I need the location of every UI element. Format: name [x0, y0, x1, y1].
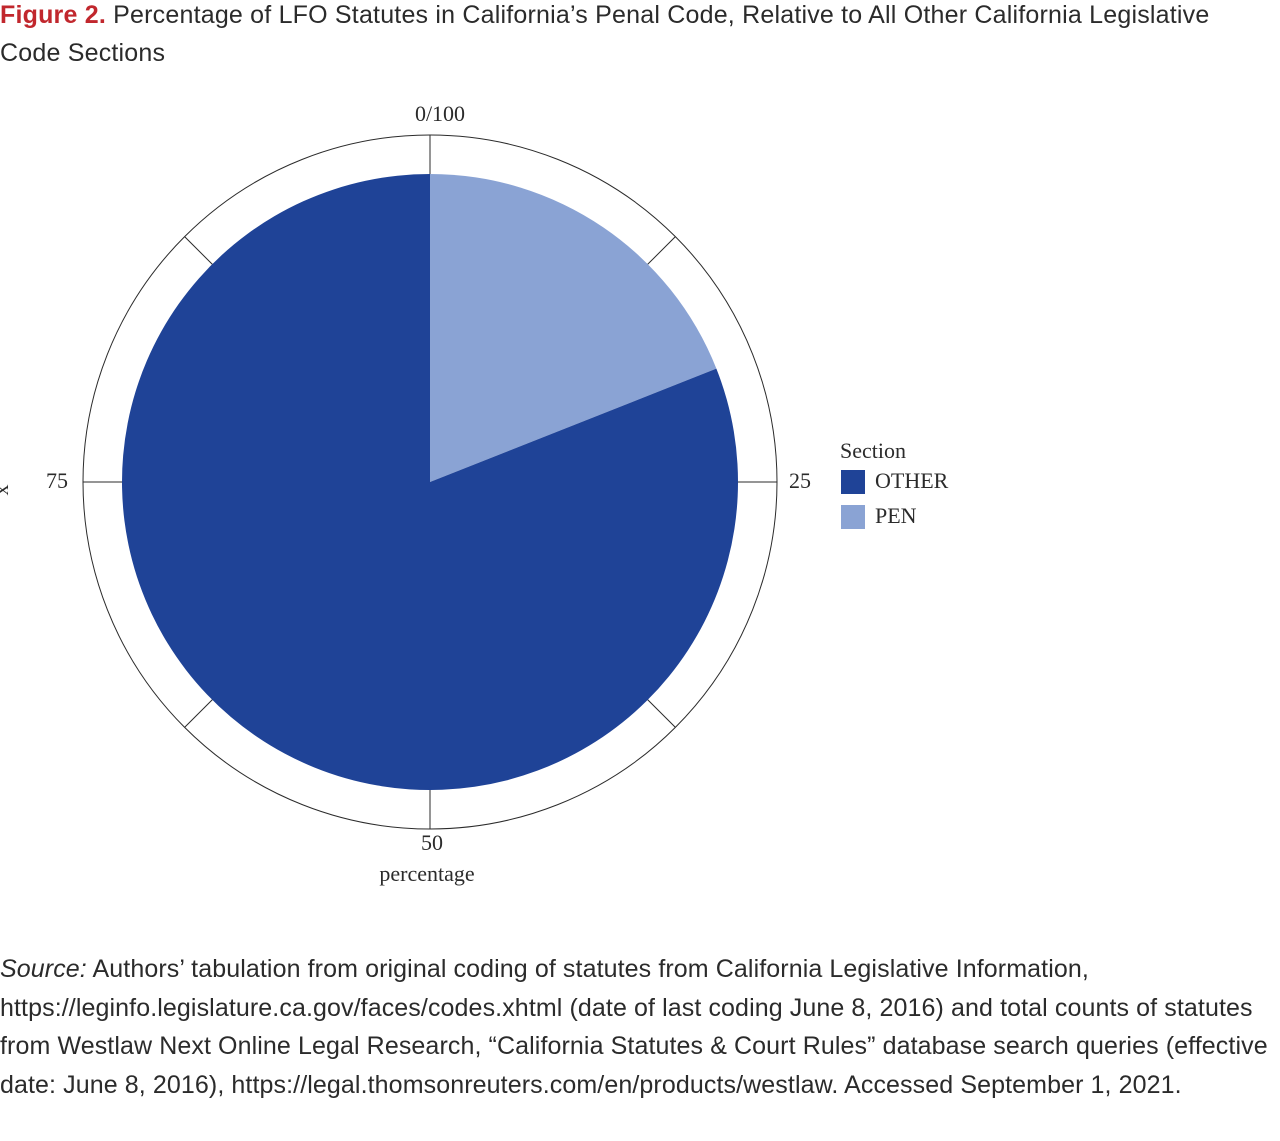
grid-line-sw — [184, 698, 214, 728]
grid-line-nw — [184, 236, 214, 266]
tick-label-75: 75 — [46, 468, 68, 493]
pie-chart: 0/100 25 50 75 percentage x Section OTHE… — [0, 101, 949, 886]
legend-label-pen: PEN — [875, 503, 917, 528]
pie-slice-pen — [430, 174, 717, 482]
polar-grid — [82, 134, 778, 830]
legend: Section OTHER PEN — [840, 438, 949, 529]
figure-label: Figure 2. — [0, 1, 106, 29]
grid-line-ne — [646, 236, 676, 266]
grid-line-se — [646, 698, 676, 728]
figure-title-text: Percentage of LFO Statutes in California… — [0, 1, 1210, 67]
legend-swatch-other — [841, 470, 865, 494]
legend-swatch-pen — [841, 505, 865, 529]
theta-axis-label: percentage — [379, 861, 474, 886]
tick-label-0-100: 0/100 — [415, 101, 465, 126]
legend-title: Section — [840, 438, 906, 463]
pie-slice-other — [121, 174, 738, 791]
source-note: Source: Authors’ tabulation from origina… — [0, 950, 1280, 1104]
source-text: Authors’ tabulation from original coding… — [0, 955, 1268, 1099]
source-label: Source: — [0, 955, 87, 983]
tick-label-25: 25 — [789, 468, 811, 493]
tick-label-50: 50 — [421, 830, 443, 855]
figure-title: Figure 2. Percentage of LFO Statutes in … — [0, 0, 1270, 72]
pie-slices — [121, 174, 738, 791]
legend-label-other: OTHER — [875, 468, 949, 493]
r-axis-label: x — [0, 485, 13, 496]
